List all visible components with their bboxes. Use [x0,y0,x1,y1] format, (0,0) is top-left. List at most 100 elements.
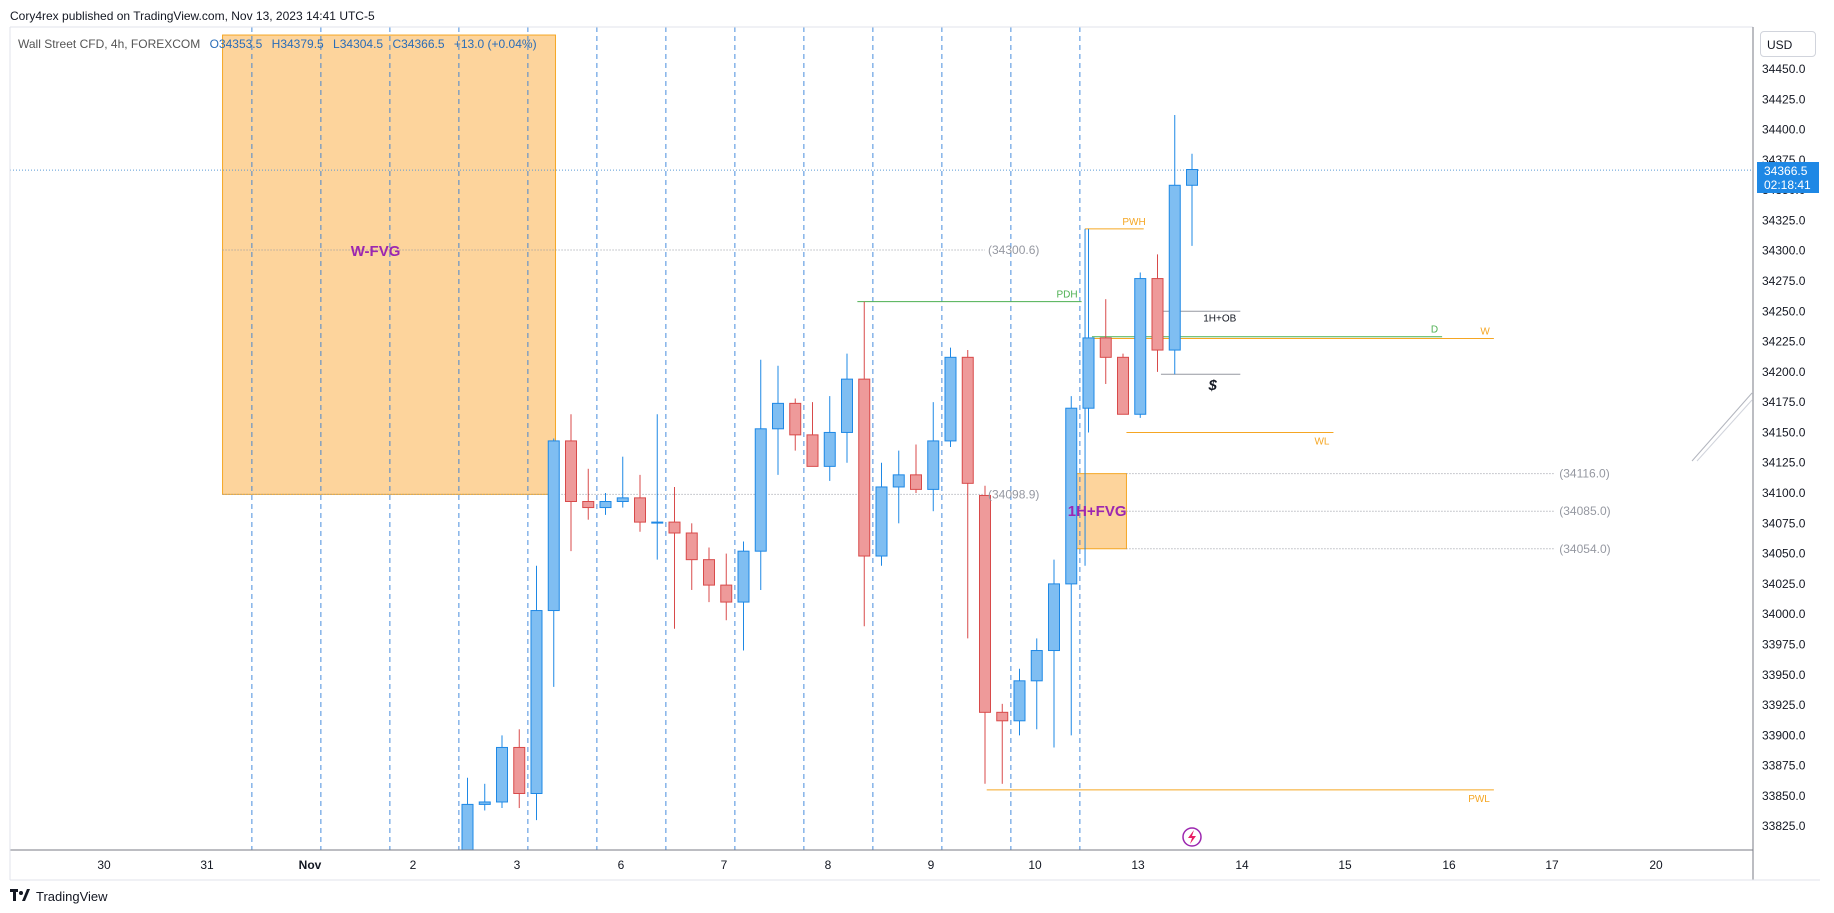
candle-body [1151,278,1164,351]
x-tick-label: 31 [200,858,214,872]
candle-body [979,494,991,713]
candle-body [823,431,836,467]
x-tick-label: 3 [514,858,521,872]
publisher-line: Cory4rex published on TradingView.com, N… [10,9,375,23]
y-tick-label: 34325.0 [1762,213,1806,227]
currency-selector[interactable]: USD [1760,31,1816,57]
price-line-label: D [1431,325,1438,336]
price-line-label: PDH [1056,290,1077,301]
y-tick-label: 34075.0 [1762,516,1806,530]
price-line-label: W [1480,327,1490,338]
x-tick-label: 13 [1131,858,1145,872]
candle-body [1030,650,1043,682]
candle-body [478,801,491,805]
legend-close: C34366.5 [392,37,445,51]
candle-body [944,356,957,442]
candle-body [720,584,733,603]
annotation-text: $ [1208,377,1218,394]
candle-body [841,378,853,433]
labels-layer: W-FVG 1H+FVG (34300.6) (34098.9) (34116.0) (3… [351,217,1611,805]
y-tick-label: 33875.0 [1762,759,1806,773]
fvg-zone-1 [222,34,556,495]
symbol-legend: Wall Street CFD, 4h, FOREXCOM O34353.5 H… [18,37,543,51]
candle-body [582,501,595,509]
candle-body [892,474,905,488]
candle-body [496,746,508,803]
price-line-label: WL [1314,436,1329,447]
x-tick-label: 9 [928,858,935,872]
y-tick-label: 34225.0 [1762,335,1806,349]
bar-countdown: 02:18:41 [1764,178,1811,192]
y-tick-label: 34125.0 [1762,456,1806,470]
x-tick-label: 17 [1545,858,1559,872]
x-tick-label: 6 [618,858,625,872]
candle-body [858,378,871,557]
y-tick-label: 34200.0 [1762,365,1806,379]
candle-body [1013,680,1026,722]
y-tick-label: 34275.0 [1762,274,1806,288]
y-tick-label: 34425.0 [1762,92,1806,106]
dotted-level-label: (34054.0) [1559,542,1610,556]
candle-body [910,474,922,490]
price-line-label: PWL [1468,794,1490,805]
candle-body [772,402,784,430]
y-tick-label: 34000.0 [1762,607,1806,621]
x-tick-label: 16 [1442,858,1456,872]
dotted-level-label: (34085.0) [1559,504,1610,518]
candle-body [513,746,526,794]
candle-body [461,803,474,851]
y-tick-label: 33925.0 [1762,698,1806,712]
y-tick-label: 34400.0 [1762,123,1806,137]
candle-body [651,521,664,524]
x-tick-label: 15 [1338,858,1352,872]
y-tick-label: 34175.0 [1762,395,1806,409]
y-tick-label: 34250.0 [1762,304,1806,318]
candle-body [789,402,802,436]
y-tick-label: 33975.0 [1762,637,1806,651]
candle-body [685,532,698,561]
dotted-level-label: (34098.9) [988,487,1039,501]
x-tick-label: 8 [825,858,832,872]
candle-body [634,497,646,523]
last-price-value: 34366.5 [1764,164,1808,178]
legend-high: H34379.5 [271,37,324,51]
x-tick-label: 30 [97,858,111,872]
legend-open: O34353.5 [209,37,263,51]
last-price-tag: 34366.5 02:18:41 [1757,162,1819,193]
candle-body [1082,337,1095,409]
y-tick-label: 33850.0 [1762,789,1806,803]
footer-brand[interactable]: TradingView [36,888,108,904]
fvg-zone-label: 1H+FVG [1068,503,1127,520]
y-tick-label: 34100.0 [1762,486,1806,500]
candle-body [996,711,1009,722]
y-tick-label: 34300.0 [1762,244,1806,258]
lightning-icon[interactable] [1182,827,1202,847]
legend-change: +13.0 (+0.04%) [453,37,537,51]
candle-body [703,559,715,586]
x-tick-label: 10 [1028,858,1042,872]
candle-body [1117,356,1129,415]
candle-body [565,440,577,503]
candle-body [737,550,750,603]
y-tick-label: 34050.0 [1762,547,1806,561]
candle-body [599,501,612,509]
fvg-zone-label: W-FVG [351,243,401,260]
candle-body [530,610,543,794]
dotted-level-label: (34300.6) [988,243,1039,257]
candle-body [1134,278,1147,415]
session-breaks-layer [251,27,1081,850]
x-tick-label: 14 [1235,858,1249,872]
zones-layer [222,34,1127,550]
axes-layer: 34450.034425.034400.034375.034350.034325… [9,26,1820,881]
tv-logo-icon[interactable] [10,888,30,904]
x-tick-label: 2 [410,858,417,872]
trend-line [1696,399,1753,462]
legend-symbol: Wall Street CFD, 4h, FOREXCOM [18,37,201,51]
trend-line [1691,392,1753,462]
candle-body [1065,407,1078,585]
y-tick-label: 34025.0 [1762,577,1806,591]
x-tick-label: Nov [299,858,322,872]
candle-body [1048,583,1060,652]
candle-body [1168,184,1181,351]
